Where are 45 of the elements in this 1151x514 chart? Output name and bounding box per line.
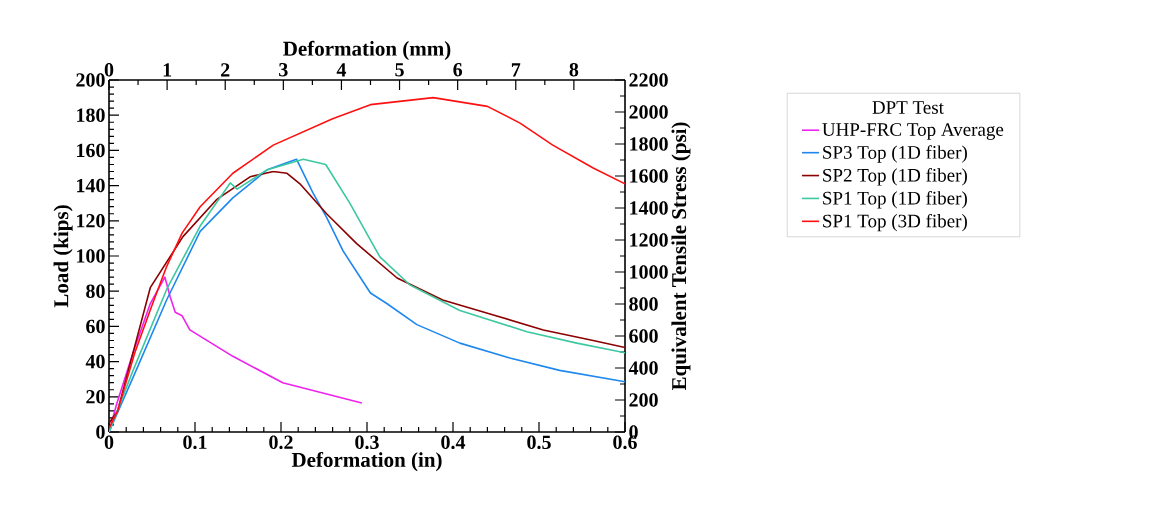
y2-tick-label: 1600 [630, 169, 668, 183]
x2-tick-label: 5 [395, 63, 404, 77]
y-axis-title: Load (kips) [53, 205, 73, 308]
legend-label: SP1 Top (1D fiber) [823, 191, 967, 209]
y-tick-label: 140 [77, 178, 105, 193]
y2-tick-label: 1400 [630, 201, 668, 215]
y-tick-label: 60 [86, 319, 105, 334]
x-tick-label: 0.3 [355, 435, 379, 450]
x2-axis-title: Deformation (mm) [283, 40, 451, 61]
y-tick-label: 120 [77, 214, 105, 228]
y-tick-label: 200 [76, 73, 105, 87]
x2-tick-label: 4 [336, 63, 347, 77]
y-tick-label: 180 [77, 108, 105, 122]
y2-tick-label: 2200 [629, 73, 668, 87]
y-tick-label: 80 [86, 284, 105, 298]
legend-label: SP1 Top (3D fiber) [823, 213, 967, 232]
x-axis-title: Deformation (in) [291, 451, 442, 472]
y2-tick-label: 600 [629, 329, 658, 343]
y-tick-label: 20 [86, 390, 105, 404]
y2-tick-label: 400 [628, 361, 658, 375]
x-tick-label: 0.1 [183, 435, 207, 450]
y-tick-label: 40 [85, 354, 105, 369]
y2-tick-label: 800 [629, 297, 658, 311]
y-tick-label: 100 [77, 249, 105, 263]
x2-tick-label: 7 [511, 63, 521, 77]
x-tick-label: 0.5 [527, 435, 551, 450]
x2-tick-label: 8 [569, 62, 579, 77]
y-tick-label: 160 [77, 143, 105, 158]
x2-tick-label: 3 [279, 63, 288, 77]
y2-tick-label: 1800 [630, 137, 668, 151]
y-tick-label: 0 [96, 425, 105, 439]
x-tick-label: 0.4 [441, 435, 466, 450]
legend-label: UHP-FRC Top Average [822, 123, 1004, 140]
y2-tick-label: 2000 [629, 105, 668, 119]
y2-tick-label: 200 [629, 393, 658, 407]
legend-title: DPT Test [872, 101, 944, 114]
x-tick-label: 0.2 [269, 435, 293, 450]
x2-tick-label: 6 [453, 63, 463, 77]
y2-tick-label: 1000 [630, 265, 668, 279]
legend-label: SP3 Top (1D fiber) [823, 145, 967, 163]
x2-tick-label: 2 [221, 63, 230, 77]
x2-tick-label: 1 [163, 63, 172, 77]
legend-label: SP2 Top (1D fiber) [823, 168, 967, 186]
y2-axis-title: Equivalent Tensile Stress (psi) [671, 122, 691, 391]
y2-tick-label: 1200 [630, 233, 668, 247]
